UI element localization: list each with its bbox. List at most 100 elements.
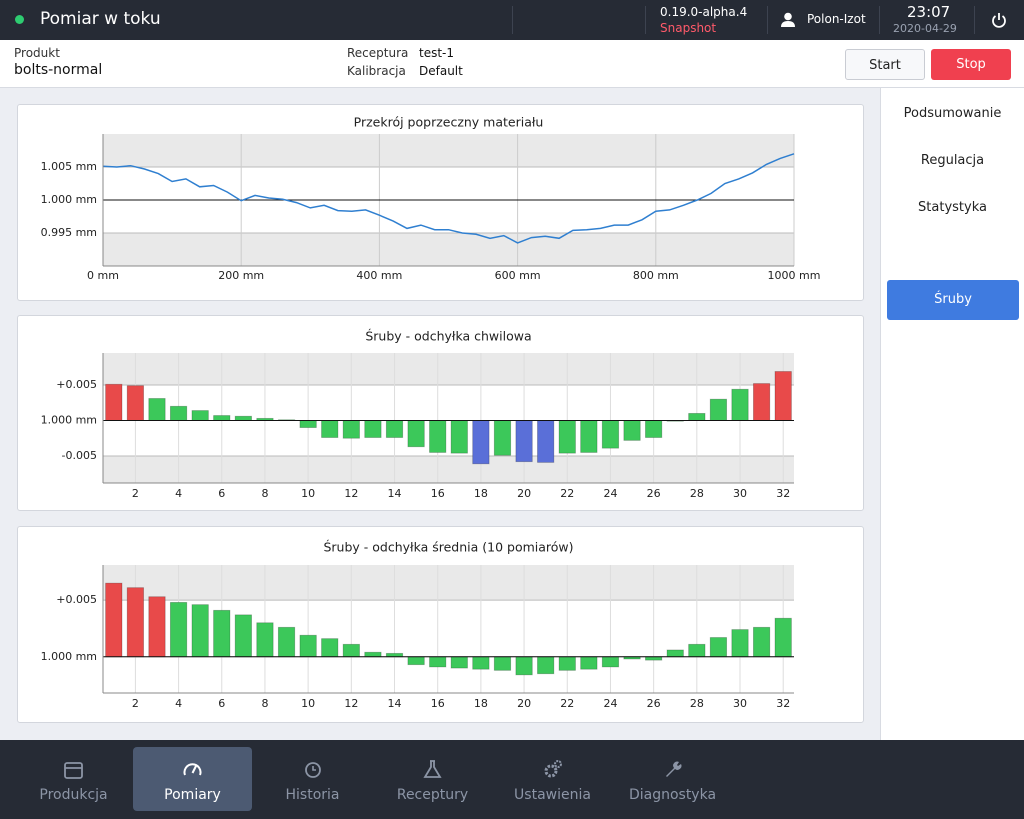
- bar: [407, 656, 425, 666]
- tolerance-band: [103, 565, 794, 601]
- x-tick-label: 10: [301, 697, 315, 710]
- sidebar-item[interactable]: Regulacja: [920, 153, 985, 168]
- x-tick-label: 14: [388, 697, 402, 710]
- x-tick-label: 26: [647, 697, 661, 710]
- bar: [537, 656, 555, 675]
- y-tick-label: 1.005 mm: [41, 160, 97, 173]
- chart-title: Przekrój poprzeczny materiału: [354, 115, 544, 130]
- chart-panel: Śruby - odchyłka średnia (10 pomiarów) 1.…: [17, 526, 864, 723]
- time: 23:07: [907, 3, 951, 21]
- bar: [364, 651, 382, 658]
- nav-icon: [183, 763, 202, 776]
- x-tick-label: 18: [474, 487, 488, 500]
- chart-panel: Przekrój poprzeczny materiału 0.995 mm 1.0…: [17, 104, 864, 301]
- bar: [774, 371, 792, 421]
- nav-item[interactable]: Ustawienia: [493, 747, 612, 811]
- bar: [774, 617, 792, 658]
- nav-item[interactable]: Historia: [253, 747, 372, 811]
- x-tick-label: 16: [431, 697, 445, 710]
- bar: [493, 420, 512, 456]
- nav-label: Pomiary: [164, 787, 221, 803]
- x-tick-label: 10: [301, 487, 315, 500]
- nav-label: Historia: [285, 787, 340, 803]
- sidebar-active-item[interactable]: Śruby: [887, 280, 1019, 320]
- status-bar: Pomiar w toku 0.19.0-alpha.4 Snapshot Po…: [0, 0, 1024, 40]
- chart-panel: Śruby - odchyłka chwilowa -0.005 1.000 mm +…: [17, 315, 864, 511]
- x-tick-label: 24: [603, 487, 617, 500]
- nav-item[interactable]: Receptury: [373, 747, 492, 811]
- divider: [645, 6, 646, 34]
- y-tick-label: 1.000 mm: [41, 650, 97, 663]
- bar: [753, 383, 771, 421]
- product-label: Produkt: [14, 46, 60, 60]
- bar: [472, 420, 490, 465]
- bar: [493, 656, 512, 671]
- bar: [213, 609, 231, 658]
- bar: [234, 614, 252, 658]
- x-tick-label: 20: [517, 487, 531, 500]
- x-tick-label: 12: [344, 697, 358, 710]
- start-button[interactable]: Start: [845, 49, 925, 80]
- bar: [645, 420, 663, 438]
- chart: Śruby - odchyłka średnia (10 pomiarów) 1.…: [41, 540, 794, 710]
- bar: [321, 638, 339, 658]
- x-tick-label: 6: [218, 487, 225, 500]
- y-tick-label: +0.005: [56, 378, 97, 391]
- bar: [256, 622, 274, 658]
- bar: [234, 415, 252, 421]
- bar: [321, 420, 339, 438]
- bar: [429, 656, 447, 668]
- bar: [558, 420, 576, 454]
- bar: [126, 587, 144, 658]
- nav-icon: [544, 760, 562, 778]
- power-button[interactable]: [991, 12, 1007, 28]
- bar: [537, 420, 555, 463]
- build: Snapshot: [660, 21, 717, 35]
- x-tick-label: 22: [560, 697, 574, 710]
- tolerance-band: [103, 456, 794, 483]
- bar: [601, 656, 620, 668]
- stop-button[interactable]: Stop: [931, 49, 1011, 80]
- nav-item[interactable]: Pomiary: [133, 747, 252, 811]
- sidebar: Podsumowanie Regulacja Statystyka Śruby: [880, 88, 1024, 740]
- nav-icon: [666, 761, 682, 777]
- x-tick-label: 28: [690, 697, 704, 710]
- x-tick-label: 8: [261, 487, 268, 500]
- x-tick-label: 32: [776, 697, 790, 710]
- x-tick-label: 4: [175, 697, 182, 710]
- bar: [299, 634, 317, 658]
- bar: [277, 626, 296, 658]
- x-tick-label: 2: [132, 697, 139, 710]
- bar: [753, 626, 771, 658]
- sidebar-item[interactable]: Statystyka: [918, 200, 987, 215]
- nav-item[interactable]: Produkcja: [14, 747, 133, 811]
- bar: [515, 656, 533, 676]
- bar: [385, 420, 404, 438]
- x-tick-label: 12: [344, 487, 358, 500]
- calibration-label: Kalibracja: [347, 64, 406, 78]
- x-tick-label: 20: [517, 697, 531, 710]
- sidebar-item[interactable]: Podsumowanie: [903, 106, 1002, 121]
- x-tick-label: 30: [733, 487, 747, 500]
- x-tick-label: 2: [132, 487, 139, 500]
- data-line: [102, 153, 795, 244]
- bar: [191, 604, 209, 658]
- x-tick-label: 30: [733, 697, 747, 710]
- x-tick-label: 26: [647, 487, 661, 500]
- divider: [974, 6, 975, 34]
- x-tick-label: 22: [560, 487, 574, 500]
- nav-label: Ustawienia: [514, 787, 591, 803]
- bar: [709, 398, 728, 421]
- x-tick-label: 6: [218, 697, 225, 710]
- bar: [731, 388, 749, 421]
- nav-item[interactable]: Diagnostyka: [613, 747, 732, 811]
- chart: Przekrój poprzeczny materiału 0.995 mm 1.0…: [41, 115, 821, 283]
- bar: [191, 410, 209, 421]
- x-tick-label: 8: [261, 697, 268, 710]
- bar: [580, 656, 598, 670]
- bar: [126, 385, 144, 421]
- divider: [512, 6, 513, 34]
- chart-title: Śruby - odchyłka średnia (10 pomiarów): [323, 540, 573, 555]
- x-tick-label: 28: [690, 487, 704, 500]
